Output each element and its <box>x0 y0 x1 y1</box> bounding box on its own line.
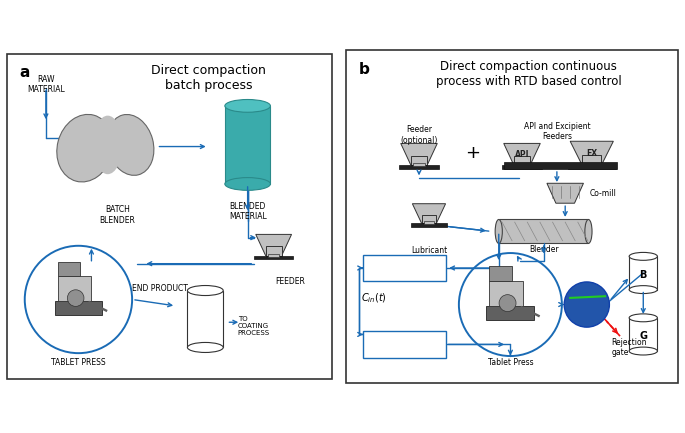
Ellipse shape <box>225 178 271 191</box>
Bar <box>568 165 616 169</box>
Bar <box>413 163 425 166</box>
Bar <box>424 221 434 224</box>
Text: +: + <box>464 144 479 162</box>
Polygon shape <box>547 183 584 203</box>
Bar <box>58 276 91 301</box>
Bar <box>486 306 534 320</box>
Text: Feeder
(optional): Feeder (optional) <box>400 125 438 145</box>
Ellipse shape <box>629 252 658 260</box>
Ellipse shape <box>629 347 658 355</box>
Ellipse shape <box>499 294 516 312</box>
Polygon shape <box>570 141 613 165</box>
Bar <box>411 156 427 165</box>
Bar <box>489 281 523 306</box>
Text: Direct compaction
batch process: Direct compaction batch process <box>151 64 266 91</box>
Text: a: a <box>20 65 30 80</box>
Bar <box>55 301 102 315</box>
Ellipse shape <box>225 100 271 112</box>
Bar <box>399 165 439 169</box>
Bar <box>503 162 616 169</box>
Text: Tablet Press: Tablet Press <box>488 358 533 367</box>
Bar <box>629 318 658 351</box>
Text: Lubricant
Feeder: Lubricant Feeder <box>411 246 447 266</box>
Polygon shape <box>503 143 540 165</box>
Bar <box>629 256 658 290</box>
Bar <box>499 220 588 243</box>
Text: G: G <box>639 331 647 341</box>
Text: API: API <box>514 150 530 159</box>
Bar <box>266 246 282 255</box>
Text: END PRODUCT: END PRODUCT <box>132 284 188 293</box>
Bar <box>516 163 527 166</box>
Ellipse shape <box>57 114 113 182</box>
Bar <box>502 165 542 169</box>
Ellipse shape <box>188 343 223 352</box>
Text: BATCH
BLENDER: BATCH BLENDER <box>99 205 136 225</box>
Circle shape <box>564 282 610 327</box>
Ellipse shape <box>629 314 658 322</box>
Text: TO
COATING
PROCESS: TO COATING PROCESS <box>238 316 270 336</box>
Text: RAW
MATERIAL: RAW MATERIAL <box>27 75 65 94</box>
Ellipse shape <box>188 285 223 296</box>
Ellipse shape <box>93 116 123 174</box>
Ellipse shape <box>107 114 154 175</box>
Text: B: B <box>640 270 647 280</box>
Polygon shape <box>401 143 437 165</box>
Text: API and Excipient
Feeders: API and Excipient Feeders <box>523 122 590 141</box>
Bar <box>362 255 445 281</box>
Text: Rejection
gate: Rejection gate <box>612 338 647 357</box>
Bar <box>225 106 271 184</box>
Text: BLENDED
MATERIAL: BLENDED MATERIAL <box>229 202 266 221</box>
Text: Co-mill: Co-mill <box>590 189 617 198</box>
Text: b: b <box>359 62 370 77</box>
Text: TABLET PRESS: TABLET PRESS <box>51 358 105 367</box>
Ellipse shape <box>585 220 592 243</box>
Ellipse shape <box>67 290 84 307</box>
Text: Spectroscopic
Sensor: Spectroscopic Sensor <box>379 260 428 273</box>
Bar <box>188 291 223 347</box>
Text: FEEDER: FEEDER <box>275 277 305 286</box>
Text: EX: EX <box>586 149 597 158</box>
Bar <box>268 254 279 257</box>
Polygon shape <box>256 234 292 255</box>
Polygon shape <box>412 204 445 223</box>
Bar <box>582 155 601 165</box>
Bar <box>411 223 447 227</box>
Text: Diversion
Strategy: Diversion Strategy <box>388 336 421 349</box>
Ellipse shape <box>495 220 502 243</box>
Text: $C_{in}(t)$: $C_{in}(t)$ <box>361 291 387 305</box>
Text: Blender: Blender <box>529 245 558 254</box>
Text: Direct compaction continuous
process with RTD based control: Direct compaction continuous process wit… <box>436 60 621 88</box>
Bar <box>489 266 512 281</box>
Bar <box>514 156 530 165</box>
Bar <box>421 215 436 223</box>
Bar <box>58 262 80 276</box>
Bar <box>585 163 599 166</box>
Bar <box>254 255 293 259</box>
Ellipse shape <box>629 286 658 294</box>
Bar <box>362 331 445 358</box>
